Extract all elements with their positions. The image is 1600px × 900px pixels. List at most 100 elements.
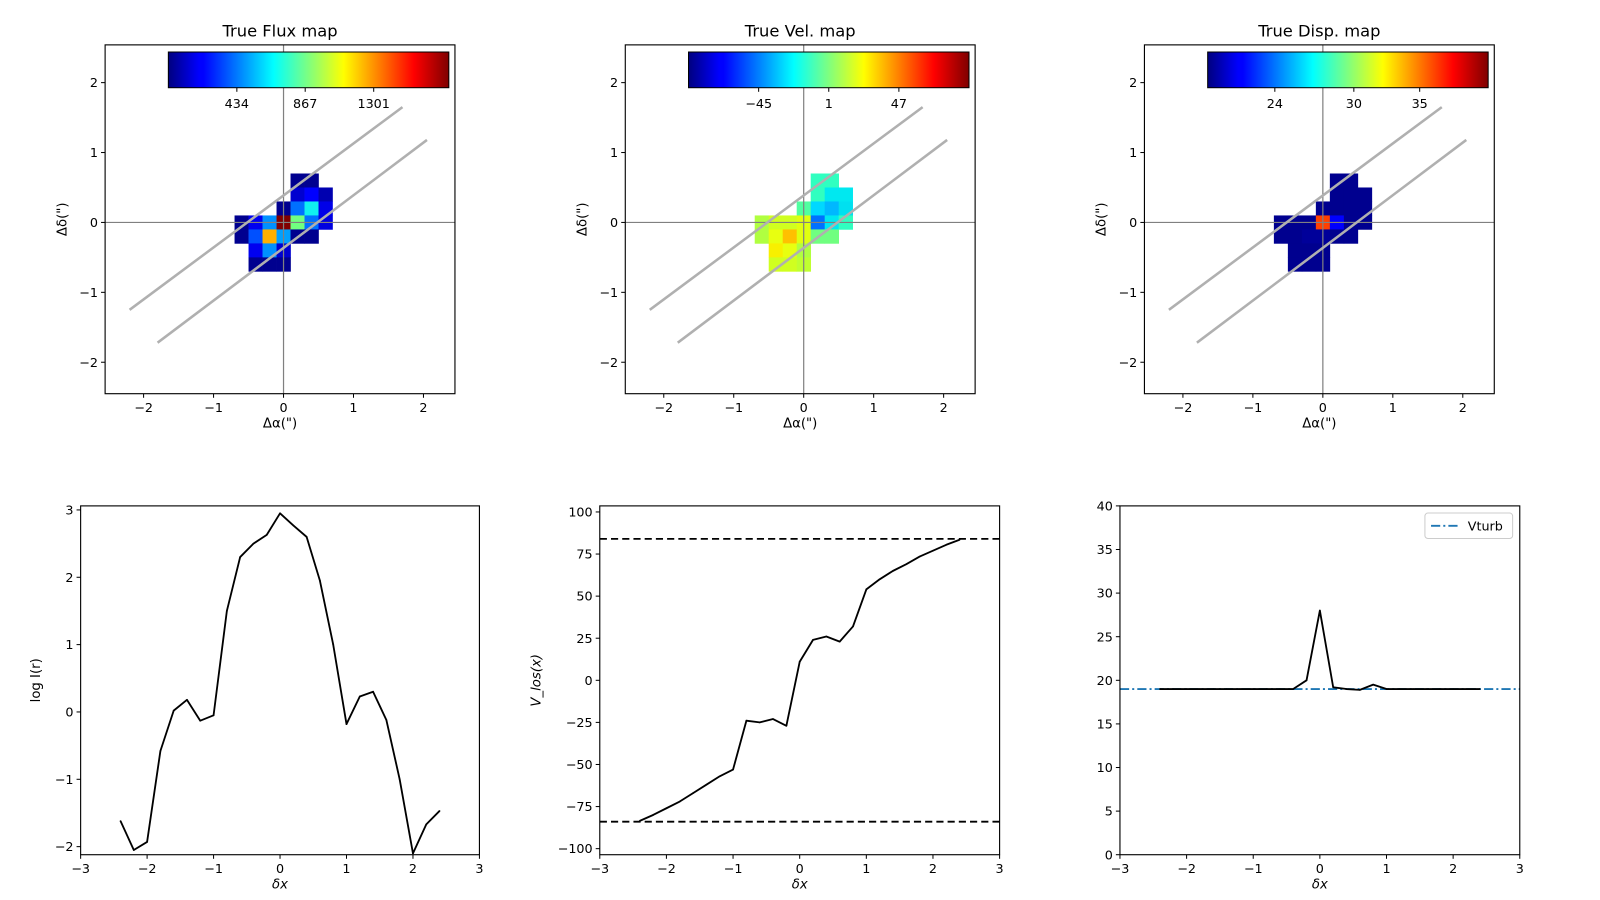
y-axis-label: Δδ(") (1095, 202, 1110, 236)
colorbar-tick-label: 434 (225, 97, 249, 112)
y-tick-label: −75 (566, 800, 593, 815)
data-point (852, 625, 854, 628)
colorbar-tick-label: 35 (1412, 97, 1428, 112)
slit-line (128, 106, 404, 311)
y-tick-label: 10 (1097, 761, 1113, 776)
y-tick-label: 2 (90, 76, 98, 91)
slit-line (649, 106, 924, 311)
map-pixel (262, 229, 277, 244)
x-tick-label: 2 (929, 862, 937, 877)
data-point (1305, 679, 1308, 682)
data-point (1438, 688, 1441, 690)
data-point (705, 783, 708, 786)
data-point (1412, 688, 1414, 690)
map-pixel (1343, 187, 1359, 202)
y-tick-label: 20 (1097, 674, 1113, 689)
y-tick-label: 75 (576, 548, 592, 563)
x-tick-label: −2 (654, 401, 673, 416)
colorbar-tick-label: 1 (825, 97, 833, 112)
x-tick-label: 0 (279, 401, 287, 416)
x-tick-label: −2 (1177, 862, 1196, 877)
panel-2: 24 30 35 −2 −1 0 1 2 −2 −1 0 1 2 True Disp. map Δα(") Δ… (1095, 22, 1495, 431)
colorbar (1207, 51, 1489, 89)
legend-box (1424, 512, 1514, 540)
x-axis-label: δx (792, 877, 808, 892)
map-pixel (248, 257, 263, 272)
y-tick-label: 100 (568, 506, 592, 521)
map-pixel (824, 187, 839, 202)
x-tick-label: 2 (409, 862, 417, 877)
data-point (1225, 688, 1228, 690)
slit-line (676, 138, 948, 344)
map-pixel (824, 201, 839, 216)
panel-title: True Vel. map (744, 22, 856, 41)
y-axis-label: log I(r) (29, 658, 44, 702)
x-tick-label: 0 (796, 862, 804, 877)
data-point (398, 778, 401, 781)
y-tick-label: −2 (79, 356, 98, 371)
data-point (1332, 686, 1335, 689)
y-tick-label: 2 (1129, 76, 1137, 91)
map-pixel (304, 187, 319, 202)
y-tick-label: 40 (1097, 499, 1113, 514)
y-axis-label: Δδ(") (55, 202, 70, 236)
map-pixel (768, 257, 784, 272)
series-line (639, 538, 960, 822)
map-pixel (1357, 187, 1373, 202)
data-point (758, 721, 761, 724)
y-tick-label: 1 (1129, 146, 1137, 161)
x-tick-label: 2 (940, 401, 948, 416)
panel-4: −3 −2 −1 0 1 2 3 −100 −75 −50 −25 0 25 50 75 100 δx V_los… (530, 505, 1004, 892)
data-point (212, 714, 215, 717)
data-point (732, 768, 734, 771)
axes-frame (1119, 505, 1521, 856)
x-tick-label: −1 (1244, 862, 1263, 877)
map-pixel (1301, 229, 1317, 244)
y-tick-label: 15 (1097, 717, 1113, 732)
map-pixel (248, 229, 263, 244)
x-tick-label: 1 (342, 862, 350, 877)
colorbar-tick-label: 867 (293, 97, 317, 112)
x-axis-label: Δα(") (263, 416, 297, 431)
colorbar (167, 51, 450, 89)
map-pixel (768, 243, 784, 258)
data-point (905, 563, 908, 565)
data-point (239, 556, 241, 558)
data-point (412, 852, 414, 855)
data-point (1425, 688, 1428, 690)
x-tick-label: 2 (1459, 401, 1467, 416)
axes-frame (80, 505, 480, 856)
data-point (159, 750, 162, 752)
y-tick-label: −2 (55, 840, 74, 855)
data-point (785, 724, 788, 727)
y-tick-label: 2 (65, 571, 73, 586)
x-axis-label: δx (1312, 877, 1328, 892)
axes-frame (624, 44, 976, 395)
x-tick-label: 0 (1316, 862, 1324, 877)
y-tick-label: 0 (610, 216, 618, 231)
x-tick-label: 0 (800, 401, 808, 416)
map-pixel (290, 187, 305, 202)
map-pixel (838, 187, 853, 202)
map-pixel (810, 173, 825, 188)
data-point (146, 841, 148, 843)
colorbar (688, 51, 970, 89)
axes-frame (599, 505, 1001, 856)
data-point (186, 699, 188, 701)
data-point (132, 849, 135, 851)
data-point (1279, 688, 1281, 690)
x-tick-label: 3 (1516, 862, 1524, 877)
series-line (1159, 609, 1480, 691)
y-tick-label: −1 (79, 286, 98, 301)
data-point (358, 695, 361, 698)
data-point (372, 690, 374, 693)
data-point (892, 570, 894, 572)
y-tick-label: −1 (1119, 286, 1138, 301)
map-pixel (248, 243, 263, 258)
data-point (292, 524, 295, 527)
data-point (319, 579, 321, 582)
x-tick-label: 1 (870, 401, 878, 416)
data-point (745, 719, 748, 722)
x-tick-label: −2 (657, 862, 676, 877)
